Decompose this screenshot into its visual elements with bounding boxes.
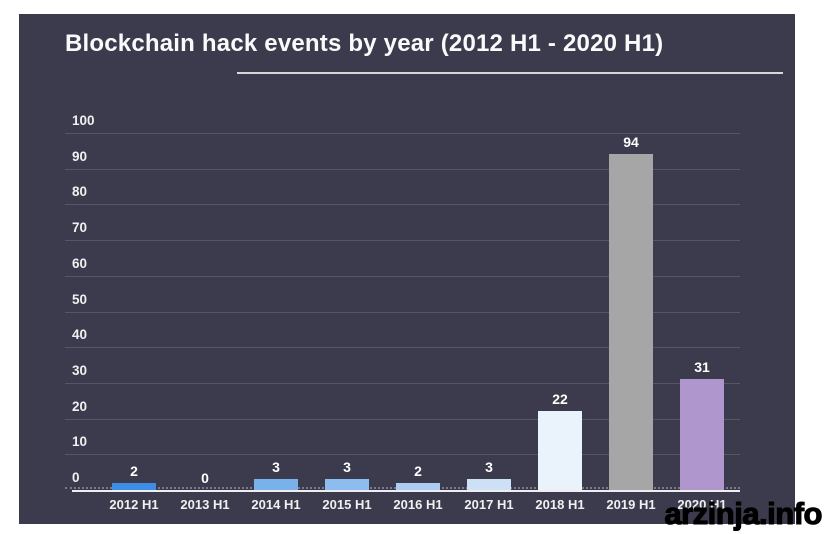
bar — [609, 154, 653, 490]
gridline — [65, 347, 740, 349]
gridline — [65, 311, 740, 313]
bar-value-label: 94 — [623, 134, 639, 150]
x-axis-tick-label: 2019 H1 — [606, 497, 656, 512]
x-axis-tick-label: 2020 H1 — [677, 497, 727, 512]
gridline — [65, 240, 740, 242]
y-axis-tick-label: 20 — [72, 398, 88, 414]
x-axis-line — [72, 490, 740, 492]
bar-value-label: 2 — [130, 463, 138, 479]
x-axis-tick-label: 2016 H1 — [393, 497, 443, 512]
chart-title: Blockchain hack events by year (2012 H1 … — [65, 30, 664, 57]
bar-value-label: 3 — [343, 459, 351, 475]
bar — [254, 479, 298, 490]
plot-area: 0 10 20 30 40 50 60 70 80 90 100 2 2012 H1 0 2013 H1 3 2… — [19, 14, 795, 524]
gridline — [65, 275, 740, 277]
y-axis-tick-label: 100 — [72, 113, 95, 128]
gridline — [65, 204, 740, 206]
bar — [467, 479, 511, 490]
watermark: arzinja.info — [664, 495, 823, 531]
bar-value-label: 3 — [272, 459, 280, 475]
y-axis-tick-label: 40 — [72, 327, 88, 343]
bar — [396, 483, 440, 490]
x-axis-tick-label: 2015 H1 — [322, 497, 372, 512]
x-axis-tick-label: 2013 H1 — [180, 497, 230, 512]
x-axis-tick-label: 2014 H1 — [251, 497, 301, 512]
chart-panel: Blockchain hack events by year (2012 H1 … — [19, 14, 795, 524]
y-axis-tick-label: 80 — [72, 184, 88, 200]
y-axis-tick-label: 60 — [72, 255, 88, 271]
bar-value-label: 2 — [414, 463, 422, 479]
gridline — [65, 133, 740, 134]
y-axis-tick-label: 70 — [72, 220, 88, 236]
y-axis-tick-label: 30 — [72, 362, 88, 378]
bar — [680, 379, 724, 490]
bar — [325, 479, 369, 490]
x-axis-tick-label: 2012 H1 — [109, 497, 159, 512]
gridline — [65, 168, 740, 170]
y-axis-tick-label: 90 — [72, 148, 88, 164]
bar-value-label: 22 — [552, 391, 568, 407]
bar-value-label: 3 — [485, 459, 493, 475]
y-axis-tick-label: 0 — [72, 470, 80, 485]
bar-value-label: 31 — [694, 359, 710, 375]
x-axis-tick-label: 2018 H1 — [535, 497, 585, 512]
gridline — [65, 382, 740, 384]
y-axis-tick-label: 10 — [72, 434, 88, 450]
y-axis-tick-label: 50 — [72, 291, 88, 307]
bar — [112, 483, 156, 490]
gridline — [65, 454, 740, 456]
x-axis-tick-label: 2017 H1 — [464, 497, 514, 512]
bar — [538, 411, 582, 490]
gridline — [65, 418, 740, 420]
title-underline — [237, 72, 783, 74]
bar-value-label: 0 — [201, 470, 209, 486]
